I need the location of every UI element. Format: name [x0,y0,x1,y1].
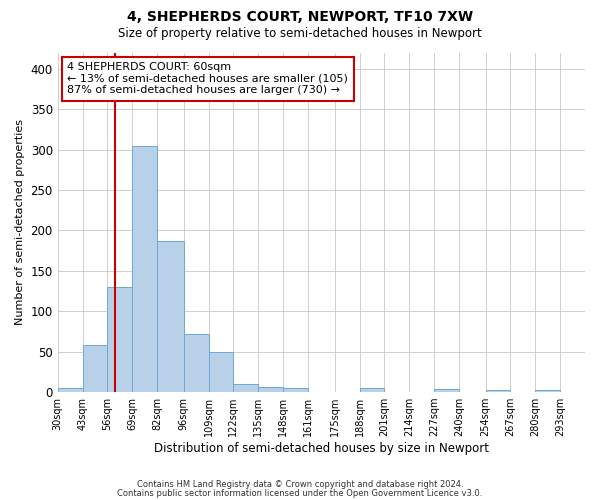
Bar [233,384,258,392]
Bar [157,241,184,392]
Bar [434,389,459,392]
Bar [535,390,560,392]
Bar [58,388,83,392]
Bar [485,390,511,392]
Text: Contains public sector information licensed under the Open Government Licence v3: Contains public sector information licen… [118,489,482,498]
Bar [107,287,132,392]
Bar [283,388,308,392]
Text: Contains HM Land Registry data © Crown copyright and database right 2024.: Contains HM Land Registry data © Crown c… [137,480,463,489]
Y-axis label: Number of semi-detached properties: Number of semi-detached properties [15,120,25,326]
Bar [83,345,107,392]
Text: 4, SHEPHERDS COURT, NEWPORT, TF10 7XW: 4, SHEPHERDS COURT, NEWPORT, TF10 7XW [127,10,473,24]
X-axis label: Distribution of semi-detached houses by size in Newport: Distribution of semi-detached houses by … [154,442,489,455]
Text: 4 SHEPHERDS COURT: 60sqm
← 13% of semi-detached houses are smaller (105)
87% of : 4 SHEPHERDS COURT: 60sqm ← 13% of semi-d… [67,62,348,96]
Bar [359,388,385,392]
Bar [209,352,233,392]
Text: Size of property relative to semi-detached houses in Newport: Size of property relative to semi-detach… [118,28,482,40]
Bar [132,146,157,392]
Bar [258,387,283,392]
Bar [184,334,209,392]
